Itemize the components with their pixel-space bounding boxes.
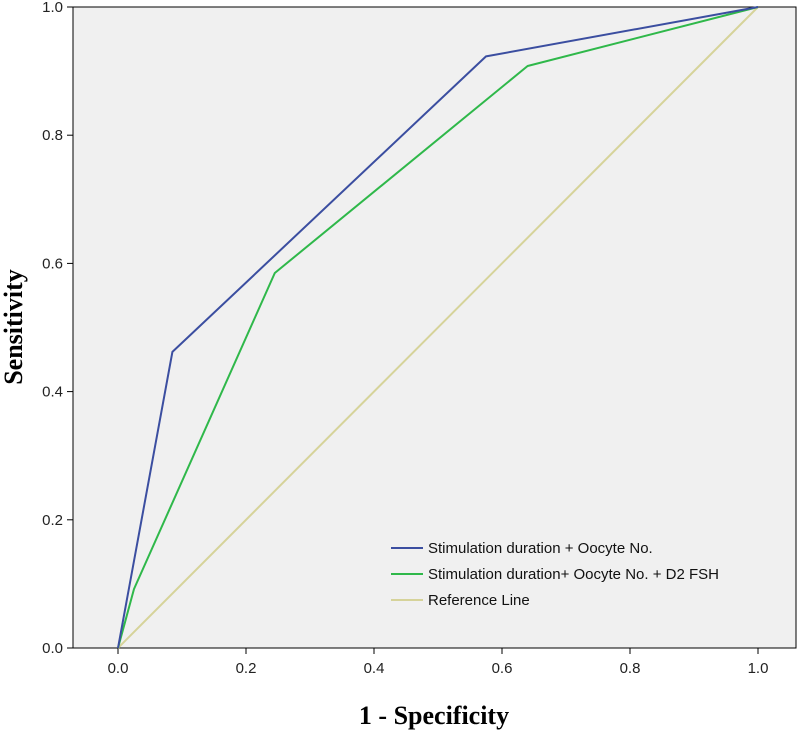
legend-label-reference: Reference Line bbox=[428, 592, 530, 609]
y-tick-label: 0.4 bbox=[42, 384, 63, 401]
y-axis-title: Sensitivity bbox=[0, 269, 28, 385]
x-tick-label: 1.0 bbox=[748, 660, 769, 677]
legend-label-series-1: Stimulation duration + Oocyte No. bbox=[428, 540, 653, 557]
series-group bbox=[117, 6, 759, 649]
x-axis-title: 1 - Specificity bbox=[359, 701, 509, 730]
plot-area bbox=[72, 6, 797, 649]
legend-label-series-2: Stimulation duration+ Oocyte No. + D2 FS… bbox=[428, 566, 719, 583]
x-tick-label: 0.8 bbox=[620, 660, 641, 677]
series-line-3 bbox=[117, 6, 759, 649]
x-tick-label: 0.6 bbox=[492, 660, 513, 677]
legend: Stimulation duration + Oocyte No. Stimul… bbox=[391, 540, 719, 609]
x-tick-label: 0.4 bbox=[364, 660, 385, 677]
axes: 0.0 0.2 0.4 0.6 0.8 1.0 0.0 0.2 0.4 0.6 0.8 1.0 bbox=[42, 0, 768, 677]
y-tick-label: 1.0 bbox=[42, 0, 63, 16]
y-tick-label: 0.0 bbox=[42, 640, 63, 657]
y-tick-label: 0.2 bbox=[42, 512, 63, 529]
x-tick-label: 0.0 bbox=[108, 660, 129, 677]
y-tick-label: 0.8 bbox=[42, 127, 63, 144]
x-tick-label: 0.2 bbox=[236, 660, 257, 677]
series-line-2 bbox=[117, 6, 759, 649]
series-line-1 bbox=[117, 6, 759, 649]
y-tick-label: 0.6 bbox=[42, 255, 63, 272]
